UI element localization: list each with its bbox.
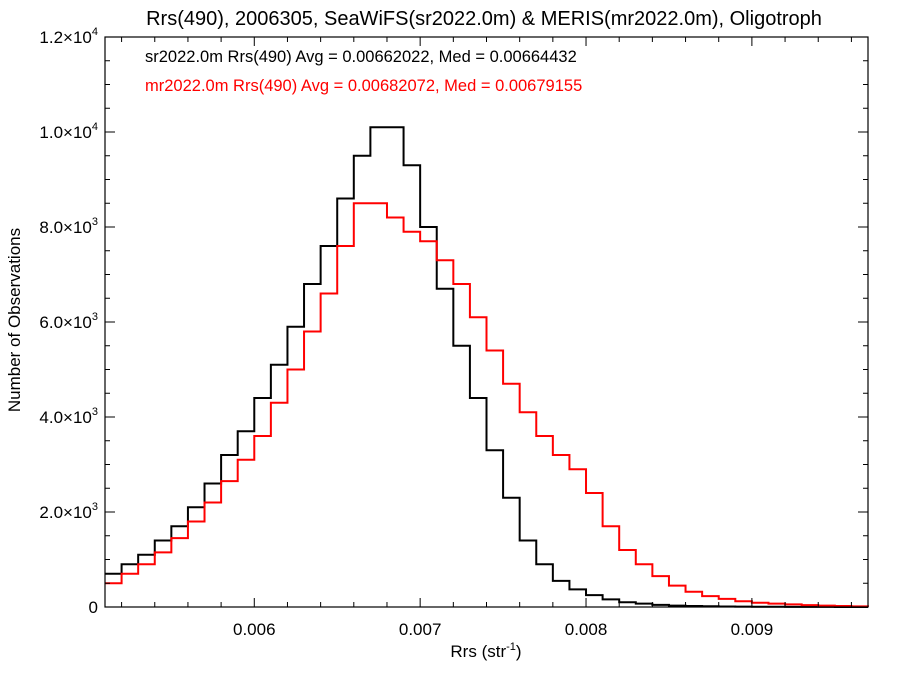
chart-title: Rrs(490), 2006305, SeaWiFS(sr2022.0m) & … xyxy=(146,8,822,30)
x-tick-label: 0.006 xyxy=(233,620,276,639)
y-tick-label: 0 xyxy=(89,598,98,617)
x-tick-label: 0.009 xyxy=(731,620,774,639)
y-axis-label: Number of Observations xyxy=(5,228,24,412)
y-tick-label: 2.0×103 xyxy=(39,501,98,522)
y-tick-label: 1.2×104 xyxy=(39,26,98,47)
x-tick-label: 0.007 xyxy=(399,620,442,639)
y-tick-label: 4.0×103 xyxy=(39,406,98,427)
plot-area: 0.006 0.007 0.008 0.009 0 2.0×103 4.0×103 6.0×1… xyxy=(39,26,869,639)
x-axis-label-superscript: -1 xyxy=(506,641,516,653)
x-axis-label: Rrs (str-1) xyxy=(450,641,521,661)
x-axis-label-text: Rrs (str xyxy=(450,642,506,661)
y-tick-label: 6.0×103 xyxy=(39,311,98,332)
series-line-1 xyxy=(105,202,869,608)
y-tick-label: 8.0×103 xyxy=(39,216,98,237)
x-tick-label: 0.008 xyxy=(565,620,608,639)
x-axis-label-close: ) xyxy=(516,642,522,661)
series-line-0 xyxy=(105,126,868,608)
legend-entry-sr2022: sr2022.0m Rrs(490) Avg = 0.00662022, Med… xyxy=(145,48,577,66)
legend-entry-mr2022: mr2022.0m Rrs(490) Avg = 0.00682072, Med… xyxy=(145,77,582,95)
y-tick-label: 1.0×104 xyxy=(39,121,98,142)
